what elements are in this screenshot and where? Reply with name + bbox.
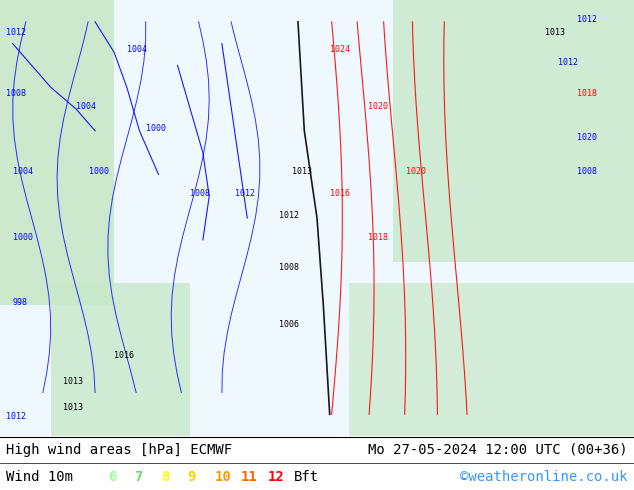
Text: 7: 7 [134, 469, 143, 484]
Text: 1020: 1020 [368, 102, 388, 111]
FancyBboxPatch shape [51, 283, 190, 436]
Text: Mo 27-05-2024 12:00 UTC (00+36): Mo 27-05-2024 12:00 UTC (00+36) [368, 442, 628, 457]
Text: 9: 9 [188, 469, 196, 484]
Text: 1012: 1012 [6, 412, 27, 420]
Text: 1012: 1012 [558, 58, 578, 68]
FancyBboxPatch shape [0, 0, 634, 436]
Text: 1016: 1016 [114, 351, 134, 360]
FancyBboxPatch shape [349, 283, 634, 436]
Text: 8: 8 [161, 469, 169, 484]
Text: 1012: 1012 [235, 189, 255, 198]
Text: 1013: 1013 [63, 403, 84, 412]
Text: 1004: 1004 [127, 46, 147, 54]
Text: 1012: 1012 [6, 28, 27, 37]
Text: 1008: 1008 [190, 189, 210, 198]
Text: 10: 10 [214, 469, 231, 484]
Text: 1008: 1008 [6, 89, 27, 98]
Text: 1006: 1006 [279, 320, 299, 329]
Text: Wind 10m: Wind 10m [6, 469, 74, 484]
Text: 1000: 1000 [146, 124, 166, 133]
Text: 1000: 1000 [89, 168, 109, 176]
Text: 1020: 1020 [577, 133, 597, 142]
Text: 1004: 1004 [13, 168, 33, 176]
Text: 1020: 1020 [406, 168, 426, 176]
Text: 1008: 1008 [279, 264, 299, 272]
Text: 1004: 1004 [76, 102, 96, 111]
Text: 6: 6 [108, 469, 116, 484]
Text: 1018: 1018 [577, 89, 597, 98]
Text: 1024: 1024 [330, 46, 350, 54]
Text: 1012: 1012 [577, 15, 597, 24]
Text: High wind areas [hPa] ECMWF: High wind areas [hPa] ECMWF [6, 442, 233, 457]
Text: Bft: Bft [294, 469, 320, 484]
Text: 1013: 1013 [292, 168, 312, 176]
Text: ©weatheronline.co.uk: ©weatheronline.co.uk [460, 469, 628, 484]
FancyBboxPatch shape [393, 0, 634, 262]
Text: 998: 998 [13, 298, 28, 307]
Text: 1013: 1013 [545, 28, 566, 37]
FancyBboxPatch shape [0, 0, 114, 305]
Text: 12: 12 [268, 469, 284, 484]
Text: 1008: 1008 [577, 168, 597, 176]
Text: 11: 11 [241, 469, 257, 484]
Text: 1012: 1012 [279, 211, 299, 220]
Text: 1018: 1018 [368, 233, 388, 242]
Text: 1000: 1000 [13, 233, 33, 242]
Text: 1013: 1013 [63, 377, 84, 386]
Text: 1016: 1016 [330, 189, 350, 198]
